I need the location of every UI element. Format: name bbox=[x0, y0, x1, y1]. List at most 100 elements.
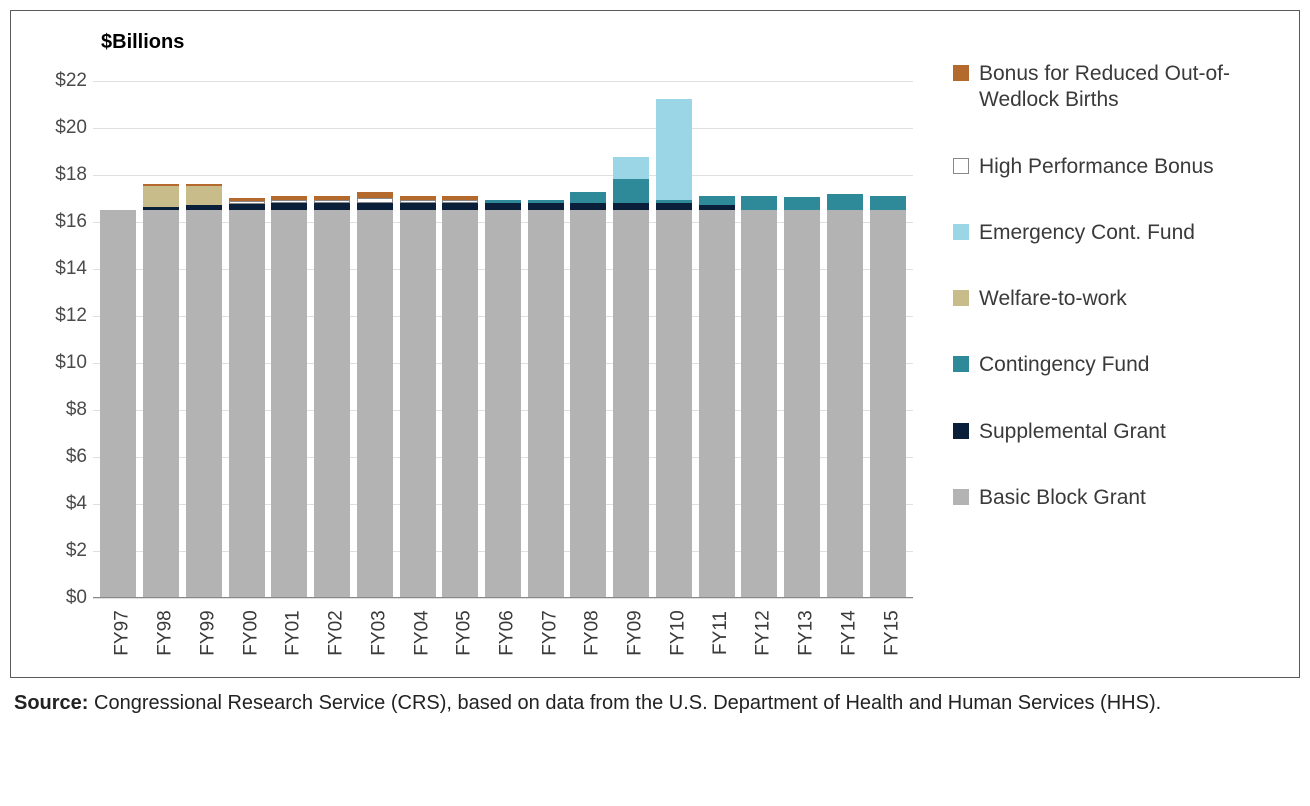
legend-swatch bbox=[953, 290, 969, 306]
gridline bbox=[93, 598, 913, 599]
bar-segment-supplemental bbox=[314, 203, 350, 210]
bar-segment-basic bbox=[699, 210, 735, 597]
x-tick: FY05 bbox=[442, 604, 478, 662]
bar-segment-basic bbox=[357, 210, 393, 597]
bar-segment-basic bbox=[870, 210, 906, 597]
chart-inner: $Billions $0$2$4$6$8$10$12$14$16$18$20$2… bbox=[31, 31, 1284, 662]
bar-stack bbox=[229, 198, 265, 597]
bar-segment-supplemental bbox=[485, 203, 521, 210]
plot-region bbox=[93, 58, 913, 598]
legend-swatch bbox=[953, 489, 969, 505]
source-label: Source: bbox=[14, 692, 88, 714]
bar-stack bbox=[271, 196, 307, 597]
bar-stack bbox=[442, 196, 478, 597]
x-tick: FY11 bbox=[699, 604, 735, 662]
x-tick: FY15 bbox=[870, 604, 906, 662]
bar-segment-basic bbox=[485, 210, 521, 597]
bar-stack bbox=[827, 194, 863, 597]
x-tick: FY00 bbox=[229, 604, 265, 662]
bar-segment-basic bbox=[314, 210, 350, 597]
y-tick: $2 bbox=[66, 541, 87, 560]
bar-segment-basic bbox=[784, 210, 820, 597]
legend-item-contingency: Contingency Fund bbox=[953, 352, 1233, 378]
bar-stack bbox=[485, 200, 521, 597]
legend-item-basic: Basic Block Grant bbox=[953, 485, 1233, 511]
legend-item-supplemental: Supplemental Grant bbox=[953, 419, 1233, 445]
bar-segment-contingency bbox=[870, 196, 906, 210]
bar-segment-basic bbox=[741, 210, 777, 597]
legend-label: Supplemental Grant bbox=[979, 419, 1166, 445]
bar-segment-contingency bbox=[784, 197, 820, 210]
bar-stack bbox=[656, 99, 692, 597]
y-tick: $18 bbox=[55, 165, 87, 184]
legend-swatch bbox=[953, 224, 969, 240]
plot-area: $Billions $0$2$4$6$8$10$12$14$16$18$20$2… bbox=[31, 31, 913, 662]
legend-item-wedlock: Bonus for Reduced Out-of-Wedlock Births bbox=[953, 61, 1233, 114]
x-tick: FY98 bbox=[143, 604, 179, 662]
bar-segment-supplemental bbox=[400, 203, 436, 210]
bar-segment-contingency bbox=[613, 179, 649, 202]
bar-segment-welfare bbox=[186, 186, 222, 205]
legend-label: High Performance Bonus bbox=[979, 154, 1214, 180]
chart-container: $Billions $0$2$4$6$8$10$12$14$16$18$20$2… bbox=[10, 10, 1300, 678]
bar-segment-emergency bbox=[656, 99, 692, 200]
legend-swatch bbox=[953, 158, 969, 174]
bar-segment-basic bbox=[827, 210, 863, 597]
bar-stack bbox=[699, 196, 735, 597]
bar-stack bbox=[784, 197, 820, 597]
legend: Bonus for Reduced Out-of-Wedlock Births H… bbox=[913, 31, 1233, 511]
x-tick: FY09 bbox=[613, 604, 649, 662]
legend-label: Bonus for Reduced Out-of-Wedlock Births bbox=[979, 61, 1233, 114]
bar-segment-supplemental bbox=[271, 203, 307, 210]
bar-stack bbox=[528, 200, 564, 597]
bar-stack bbox=[870, 196, 906, 597]
x-tick: FY06 bbox=[485, 604, 521, 662]
bar-stack bbox=[357, 192, 393, 597]
bar-stack bbox=[741, 196, 777, 597]
x-tick: FY14 bbox=[827, 604, 863, 662]
legend-item-welfare: Welfare-to-work bbox=[953, 286, 1233, 312]
x-tick: FY01 bbox=[271, 604, 307, 662]
x-tick: FY04 bbox=[400, 604, 436, 662]
y-tick: $14 bbox=[55, 259, 87, 278]
x-tick: FY03 bbox=[357, 604, 393, 662]
legend-label: Contingency Fund bbox=[979, 352, 1149, 378]
bar-segment-basic bbox=[613, 210, 649, 597]
bar-segment-contingency bbox=[699, 196, 735, 205]
x-tick: FY97 bbox=[100, 604, 136, 662]
bar-segment-basic bbox=[528, 210, 564, 597]
legend-swatch bbox=[953, 356, 969, 372]
bar-segment-basic bbox=[100, 210, 136, 597]
bar-segment-contingency bbox=[741, 196, 777, 210]
source-text: Congressional Research Service (CRS), ba… bbox=[94, 692, 1161, 714]
legend-item-highperf: High Performance Bonus bbox=[953, 154, 1233, 180]
x-tick: FY99 bbox=[186, 604, 222, 662]
bar-segment-basic bbox=[400, 210, 436, 597]
legend-label: Emergency Cont. Fund bbox=[979, 220, 1195, 246]
bar-stack bbox=[186, 184, 222, 597]
bar-segment-basic bbox=[186, 210, 222, 597]
y-tick: $8 bbox=[66, 400, 87, 419]
y-tick: $20 bbox=[55, 118, 87, 137]
bar-segment-basic bbox=[143, 210, 179, 597]
legend-label: Welfare-to-work bbox=[979, 286, 1127, 312]
bar-stack bbox=[143, 184, 179, 597]
bar-segment-contingency bbox=[827, 194, 863, 209]
bar-segment-supplemental bbox=[442, 203, 478, 210]
y-tick: $16 bbox=[55, 212, 87, 231]
bars-group bbox=[93, 58, 913, 597]
bar-segment-supplemental bbox=[528, 203, 564, 210]
bar-segment-basic bbox=[656, 210, 692, 597]
bar-segment-supplemental bbox=[613, 203, 649, 210]
bar-stack bbox=[613, 157, 649, 597]
bar-segment-basic bbox=[570, 210, 606, 597]
bar-segment-basic bbox=[442, 210, 478, 597]
bar-segment-contingency bbox=[570, 192, 606, 203]
x-tick: FY07 bbox=[528, 604, 564, 662]
bar-segment-supplemental bbox=[357, 203, 393, 210]
source-note: Source: Congressional Research Service (… bbox=[10, 690, 1300, 721]
x-axis: FY97FY98FY99FY00FY01FY02FY03FY04FY05FY06… bbox=[93, 604, 913, 662]
y-tick: $10 bbox=[55, 353, 87, 372]
plot-grid: $0$2$4$6$8$10$12$14$16$18$20$22 FY97FY98… bbox=[31, 58, 913, 662]
bar-segment-basic bbox=[229, 210, 265, 597]
